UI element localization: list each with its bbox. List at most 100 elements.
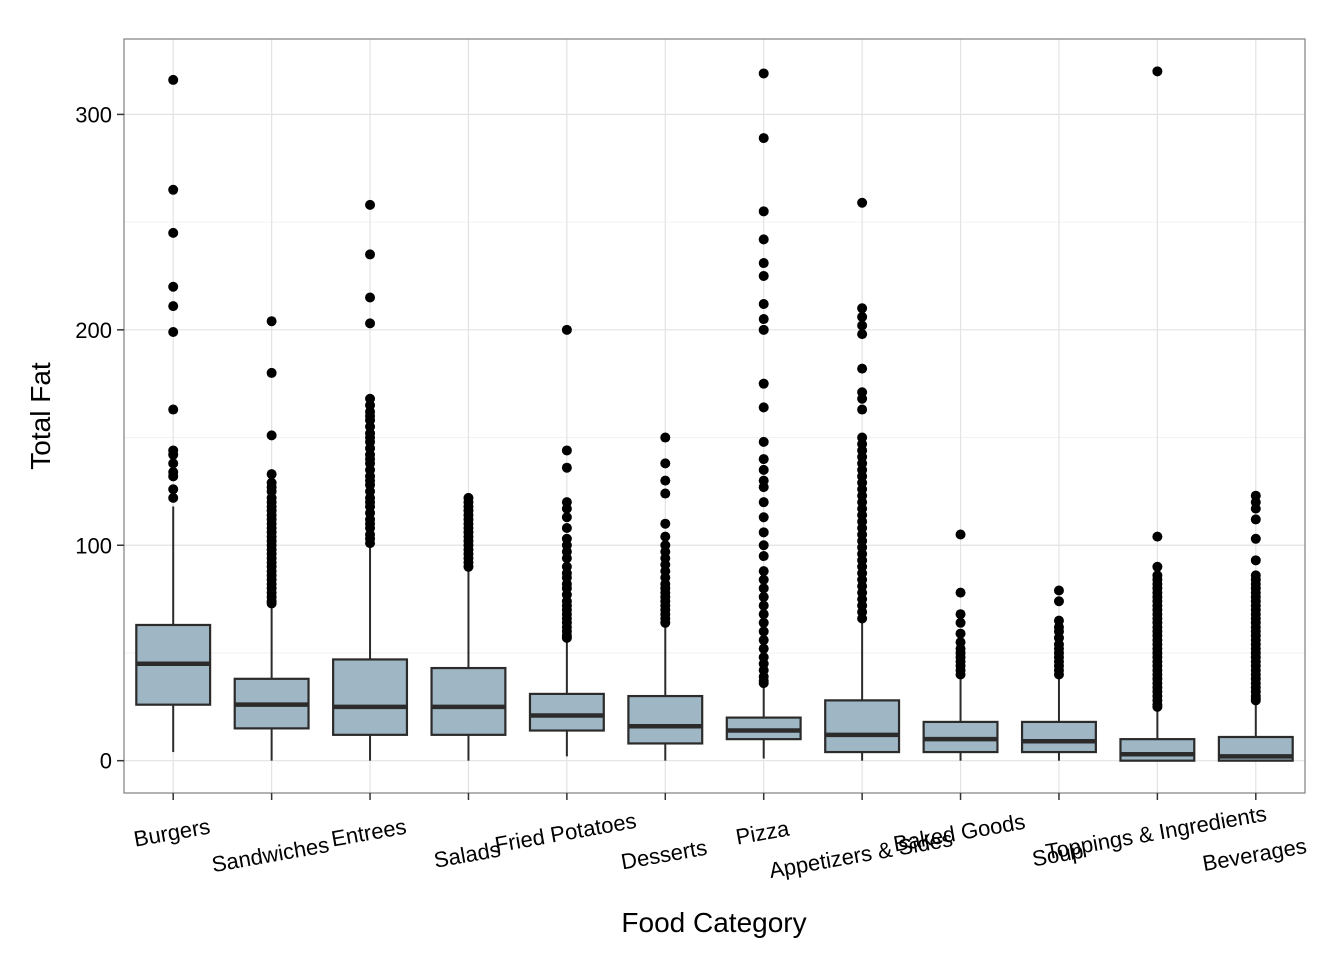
outlier-point — [266, 430, 277, 441]
outlier-point — [857, 393, 868, 404]
outlier-point — [857, 613, 868, 624]
outlier-point — [463, 561, 474, 572]
outlier-point — [758, 497, 769, 508]
outlier-point — [365, 318, 376, 329]
outlier-point — [758, 270, 769, 281]
outlier-point — [1152, 701, 1163, 712]
outlier-point — [168, 449, 179, 460]
outlier-point — [758, 626, 769, 637]
outlier-point — [758, 566, 769, 577]
outlier-point — [758, 583, 769, 594]
box-4 — [528, 642, 605, 757]
outlier-point — [758, 551, 769, 562]
outlier-point — [1152, 66, 1163, 77]
outlier-point — [758, 314, 769, 325]
outlier-point — [660, 617, 671, 628]
outlier-point — [758, 324, 769, 335]
outlier-point — [561, 462, 572, 473]
box-3 — [430, 568, 507, 761]
outlier-point — [758, 643, 769, 654]
outlier-point — [758, 133, 769, 144]
x-tick-label: Entrees — [329, 814, 408, 852]
y-axis-title: Total Fat — [25, 362, 56, 470]
outlier-point — [1250, 514, 1261, 525]
outlier-point — [758, 206, 769, 217]
x-tick-label: Baked Goods — [891, 809, 1027, 857]
outlier-point — [758, 454, 769, 465]
outlier-point — [365, 292, 376, 303]
y-tick-label: 300 — [75, 102, 112, 127]
box-iqr — [627, 694, 704, 745]
outlier-point — [266, 598, 277, 609]
outlier-point — [365, 199, 376, 210]
outlier-point — [1053, 596, 1064, 607]
outlier-point — [561, 445, 572, 456]
box-8 — [922, 676, 999, 761]
outlier-point — [857, 303, 868, 314]
outlier-point — [660, 488, 671, 499]
outlier-point — [857, 329, 868, 340]
outlier-point — [168, 458, 179, 469]
outlier-point — [1250, 533, 1261, 544]
outlier-point — [758, 600, 769, 611]
outlier-point — [758, 402, 769, 413]
x-tick-label: Fried Potatoes — [493, 808, 638, 857]
outlier-point — [1053, 669, 1064, 680]
outlier-point — [660, 475, 671, 486]
x-tick-label: Beverages — [1201, 833, 1309, 876]
outlier-point — [758, 258, 769, 269]
outlier-point — [955, 587, 966, 598]
box-iqr — [824, 699, 901, 754]
outlier-point — [758, 68, 769, 79]
outlier-point — [955, 669, 966, 680]
outlier-point — [168, 484, 179, 495]
outlier-point — [561, 512, 572, 523]
outlier-point — [365, 538, 376, 549]
outlier-point — [266, 469, 277, 480]
outlier-point — [857, 311, 868, 322]
x-tick-label: Burgers — [132, 814, 212, 852]
outlier-point — [561, 632, 572, 643]
x-tick-label: Pizza — [734, 816, 792, 850]
box-iqr — [332, 658, 409, 736]
outlier-point — [1152, 561, 1163, 572]
x-tick-label: Desserts — [619, 835, 709, 875]
boxes — [135, 506, 1294, 762]
outlier-point — [660, 432, 671, 443]
box-2 — [332, 545, 409, 761]
outlier-point — [758, 574, 769, 585]
box-7 — [824, 622, 901, 761]
outlier-point — [168, 74, 179, 85]
y-tick-label: 0 — [100, 749, 112, 774]
outlier-point — [266, 316, 277, 327]
outlier-point — [561, 324, 572, 335]
y-axis-ticks: 0 100 200 300 — [75, 102, 124, 774]
outlier-point — [1152, 531, 1163, 542]
panel-border — [123, 38, 1306, 794]
outlier-point — [660, 531, 671, 542]
outlier-point — [168, 184, 179, 195]
box-5 — [627, 627, 704, 761]
outlier-point — [168, 301, 179, 312]
y-tick-label: 200 — [75, 318, 112, 343]
box-11 — [1217, 702, 1294, 762]
outlier-point — [168, 471, 179, 482]
outlier-point — [1250, 555, 1261, 566]
x-axis-title: Food Category — [621, 907, 806, 938]
outlier-point — [1250, 503, 1261, 514]
outlier-point — [955, 529, 966, 540]
outlier-point — [561, 523, 572, 534]
outlier-point — [955, 628, 966, 639]
outlier-point — [955, 617, 966, 628]
box-9 — [1020, 676, 1097, 761]
box-iqr — [1119, 738, 1196, 762]
outlier-point — [758, 436, 769, 447]
outlier-point — [1053, 585, 1064, 596]
outlier-point — [955, 609, 966, 620]
box-iqr — [528, 692, 605, 732]
outlier-point — [168, 404, 179, 415]
outlier-point — [266, 367, 277, 378]
outlier-point — [168, 492, 179, 503]
